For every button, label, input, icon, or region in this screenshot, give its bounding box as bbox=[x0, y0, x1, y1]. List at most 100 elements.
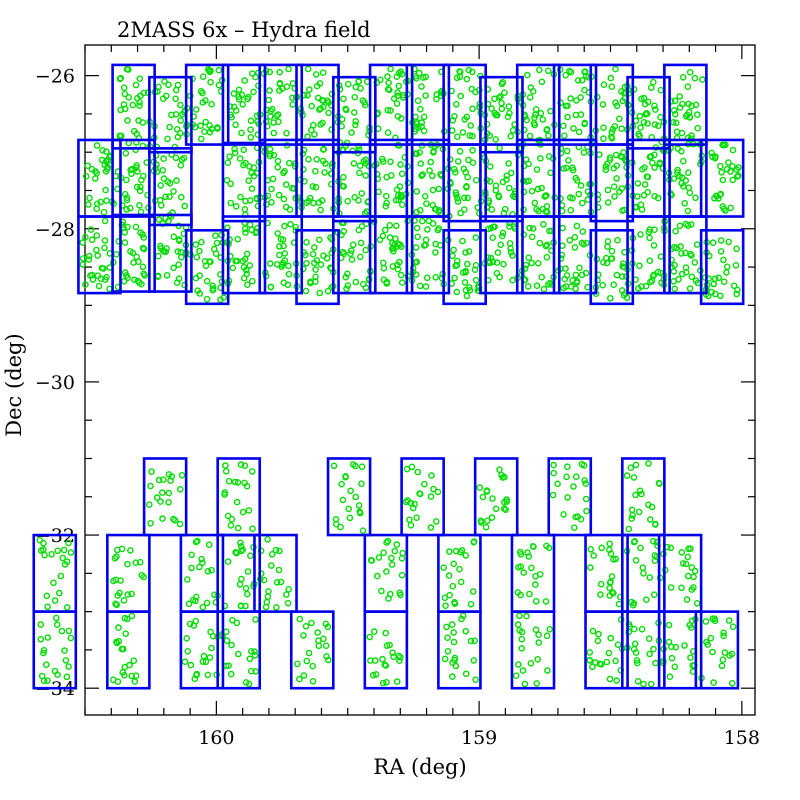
source-point bbox=[719, 656, 727, 664]
source-point bbox=[638, 283, 645, 290]
source-point bbox=[157, 242, 164, 250]
source-point bbox=[647, 516, 654, 523]
survey-field bbox=[77, 215, 122, 295]
source-point bbox=[176, 520, 184, 528]
source-point bbox=[162, 92, 170, 100]
source-point bbox=[312, 167, 319, 175]
survey-field bbox=[142, 457, 188, 537]
source-point bbox=[703, 638, 710, 646]
source-point bbox=[273, 112, 280, 120]
source-point bbox=[465, 248, 473, 255]
source-point bbox=[390, 653, 397, 661]
source-point bbox=[227, 199, 235, 207]
source-point bbox=[158, 489, 166, 496]
source-point bbox=[526, 224, 533, 232]
source-point bbox=[545, 281, 552, 288]
source-point bbox=[650, 645, 657, 653]
survey-field bbox=[552, 63, 598, 146]
source-point bbox=[407, 522, 415, 529]
source-point bbox=[459, 612, 467, 620]
source-point bbox=[599, 281, 607, 289]
source-point bbox=[589, 663, 596, 671]
source-point bbox=[251, 652, 259, 659]
source-point bbox=[404, 497, 412, 504]
source-point bbox=[202, 97, 209, 104]
source-point bbox=[592, 659, 599, 666]
source-point bbox=[201, 128, 208, 135]
source-point bbox=[398, 571, 406, 579]
source-point bbox=[225, 662, 232, 670]
survey-field bbox=[295, 229, 340, 306]
source-point bbox=[530, 543, 537, 551]
source-point bbox=[397, 271, 405, 279]
source-point bbox=[594, 637, 602, 645]
source-point bbox=[479, 493, 487, 501]
source-point bbox=[573, 177, 581, 184]
source-point bbox=[534, 656, 542, 663]
source-point bbox=[665, 621, 673, 629]
source-point bbox=[223, 176, 231, 184]
source-point bbox=[527, 660, 535, 667]
source-point bbox=[534, 259, 542, 267]
source-point bbox=[358, 223, 366, 230]
source-point bbox=[348, 129, 355, 136]
survey-field bbox=[510, 610, 556, 690]
survey-field bbox=[368, 63, 414, 146]
source-point bbox=[493, 259, 501, 266]
source-point bbox=[610, 589, 617, 597]
source-point bbox=[532, 598, 540, 605]
source-point bbox=[208, 125, 215, 133]
source-point bbox=[449, 582, 457, 590]
source-point bbox=[181, 658, 189, 666]
source-point bbox=[465, 156, 472, 164]
source-point bbox=[137, 183, 144, 191]
source-point bbox=[240, 146, 247, 154]
source-point bbox=[346, 514, 354, 522]
source-point bbox=[632, 461, 640, 469]
source-point bbox=[63, 604, 71, 611]
source-point bbox=[270, 151, 278, 159]
source-point bbox=[646, 650, 653, 658]
source-point bbox=[606, 584, 613, 592]
source-point bbox=[735, 164, 742, 171]
source-point bbox=[160, 155, 167, 162]
source-point bbox=[504, 113, 512, 120]
source-point bbox=[131, 276, 138, 284]
source-point bbox=[715, 274, 723, 282]
source-point bbox=[166, 179, 174, 187]
source-point bbox=[224, 512, 232, 520]
source-point bbox=[340, 227, 348, 235]
source-point bbox=[450, 629, 458, 636]
source-point bbox=[339, 248, 347, 256]
source-point bbox=[505, 160, 512, 167]
source-point bbox=[133, 162, 140, 169]
source-point bbox=[521, 680, 529, 688]
source-point bbox=[241, 77, 248, 84]
source-point bbox=[492, 136, 500, 143]
source-point bbox=[652, 106, 659, 113]
source-point bbox=[582, 480, 590, 487]
source-point bbox=[232, 121, 239, 129]
source-point bbox=[572, 285, 579, 293]
source-point bbox=[671, 285, 679, 293]
source-point bbox=[531, 114, 538, 121]
source-point bbox=[531, 199, 539, 207]
source-point bbox=[220, 294, 228, 301]
source-point bbox=[53, 621, 61, 628]
source-point bbox=[709, 239, 717, 246]
source-point bbox=[387, 158, 394, 166]
source-point bbox=[379, 679, 387, 687]
source-point bbox=[369, 671, 377, 679]
source-point bbox=[315, 199, 323, 206]
source-point bbox=[244, 281, 251, 289]
source-point bbox=[570, 125, 577, 132]
source-point bbox=[719, 176, 727, 184]
source-point bbox=[357, 239, 365, 247]
source-point bbox=[416, 282, 424, 290]
source-point bbox=[486, 132, 494, 139]
source-point bbox=[634, 180, 642, 187]
source-point bbox=[41, 551, 48, 559]
source-point bbox=[652, 659, 659, 667]
source-point bbox=[262, 603, 270, 611]
source-point bbox=[428, 172, 436, 180]
